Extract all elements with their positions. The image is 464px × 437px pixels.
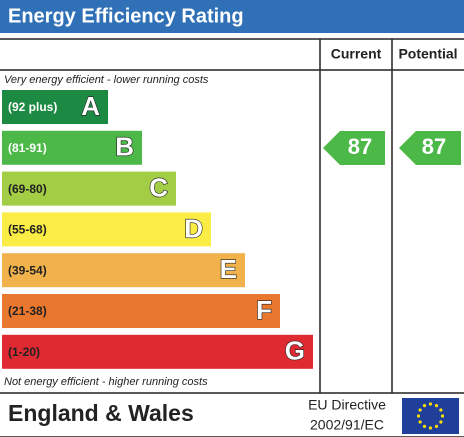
band-letter: G <box>285 336 305 366</box>
eu-stars <box>416 402 445 430</box>
eu-star <box>434 404 439 408</box>
band-bar <box>2 171 176 206</box>
directive: EU Directive <box>308 397 386 413</box>
potential-arrow <box>399 131 461 165</box>
band-bar <box>2 294 280 328</box>
eu-star <box>422 404 427 408</box>
band-range: (69-80) <box>8 182 47 196</box>
band-bar <box>2 334 313 369</box>
band-letter: A <box>81 91 100 121</box>
band-letter: E <box>220 254 237 284</box>
band-range: (21-38) <box>8 304 47 318</box>
eu-star <box>418 408 422 412</box>
band-range: (81-91) <box>8 141 47 155</box>
bottom-note: Not energy efficient - higher running co… <box>4 376 208 388</box>
current-rating: 87 <box>348 134 372 159</box>
potential-rating: 87 <box>422 134 446 159</box>
band-bar <box>2 130 142 165</box>
title-bar <box>0 0 464 33</box>
band-letter: F <box>256 295 272 325</box>
band-range: (92 plus) <box>8 100 57 114</box>
region: England & Wales <box>8 400 194 426</box>
band-range: (55-68) <box>8 223 47 237</box>
band-letter: C <box>149 172 168 202</box>
current-arrow <box>323 131 385 165</box>
band-bar <box>2 253 245 288</box>
band-bar <box>2 90 108 124</box>
eu-star <box>422 424 427 428</box>
potential-header: Potential <box>398 46 457 62</box>
band-range: (1-20) <box>8 345 40 359</box>
eu-star <box>439 420 443 424</box>
eu-star <box>439 408 443 412</box>
band-bar <box>2 212 211 247</box>
band-range: (39-54) <box>8 263 47 277</box>
eu-star <box>418 420 422 424</box>
top-note: Very energy efficient - lower running co… <box>4 74 209 86</box>
directive: 2002/91/EC <box>310 417 384 433</box>
band-letter: D <box>184 213 203 243</box>
eu-star <box>428 426 433 430</box>
bands: (92 plus) A (81-91) B (69-80) C (55-68) D (39-54… <box>2 90 313 369</box>
title: Energy Efficiency Rating <box>8 5 244 27</box>
eu-star <box>434 424 439 428</box>
band-letter: B <box>115 132 134 162</box>
eu-star <box>428 402 433 406</box>
eu-star <box>416 414 421 418</box>
eu-star <box>440 414 445 418</box>
current-header: Current <box>331 46 382 62</box>
